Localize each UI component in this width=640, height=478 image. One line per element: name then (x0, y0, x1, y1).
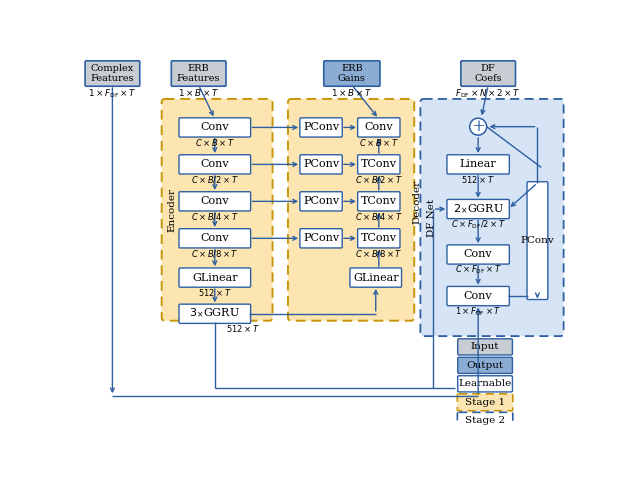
FancyBboxPatch shape (447, 286, 509, 306)
Text: TConv: TConv (361, 196, 397, 206)
Text: $1\times B\times T$: $1\times B\times T$ (178, 87, 219, 98)
Circle shape (470, 118, 486, 135)
Text: Linear: Linear (460, 159, 497, 169)
FancyBboxPatch shape (358, 155, 400, 174)
Text: Decoder: Decoder (413, 180, 422, 224)
Text: $C\times B/2\times T$: $C\times B/2\times T$ (191, 174, 239, 185)
Text: $F_{\rm DF}\times N\times 2\times T$: $F_{\rm DF}\times N\times 2\times T$ (455, 87, 521, 100)
Text: PConv: PConv (303, 196, 339, 206)
Text: PConv: PConv (303, 122, 339, 132)
Text: Stage 1: Stage 1 (465, 398, 505, 407)
FancyBboxPatch shape (179, 155, 251, 174)
Text: GLinear: GLinear (192, 272, 237, 282)
FancyBboxPatch shape (458, 394, 513, 411)
FancyBboxPatch shape (288, 99, 414, 321)
FancyBboxPatch shape (458, 357, 513, 373)
FancyBboxPatch shape (172, 61, 226, 86)
Text: $C\times B/4\times T$: $C\times B/4\times T$ (355, 211, 403, 222)
FancyBboxPatch shape (324, 61, 380, 86)
Text: ERB
Gains: ERB Gains (338, 64, 366, 83)
FancyBboxPatch shape (179, 228, 251, 248)
Text: $C\times B/8\times T$: $C\times B/8\times T$ (355, 248, 403, 259)
Text: $C\times B/8\times T$: $C\times B/8\times T$ (191, 248, 239, 259)
FancyBboxPatch shape (179, 268, 251, 287)
FancyBboxPatch shape (300, 118, 342, 137)
FancyBboxPatch shape (358, 192, 400, 211)
FancyBboxPatch shape (179, 304, 251, 324)
Text: DF
Coefs: DF Coefs (474, 64, 502, 83)
FancyBboxPatch shape (527, 182, 548, 300)
Text: Encoder: Encoder (168, 188, 177, 232)
Text: PConv: PConv (303, 159, 339, 169)
FancyBboxPatch shape (358, 228, 400, 248)
FancyBboxPatch shape (458, 413, 513, 429)
Text: $C\times B\times T$: $C\times B\times T$ (359, 137, 399, 148)
Text: $C\times F_{\rm DF}/2\times T$: $C\times F_{\rm DF}/2\times T$ (451, 218, 506, 231)
Text: $512\times T$: $512\times T$ (227, 323, 260, 334)
Text: GLinear: GLinear (353, 272, 399, 282)
Text: PConv: PConv (303, 233, 339, 243)
FancyBboxPatch shape (458, 376, 513, 392)
Text: $C\times B/4\times T$: $C\times B/4\times T$ (191, 211, 239, 222)
FancyBboxPatch shape (300, 192, 342, 211)
Text: $C\times B\times T$: $C\times B\times T$ (195, 137, 235, 148)
Text: $2_{\times}$GGRU: $2_{\times}$GGRU (452, 202, 504, 216)
Text: Stage 2: Stage 2 (465, 416, 505, 425)
Text: $C\times B/2\times T$: $C\times B/2\times T$ (355, 174, 403, 185)
FancyBboxPatch shape (350, 268, 401, 287)
FancyBboxPatch shape (300, 228, 342, 248)
FancyBboxPatch shape (461, 61, 515, 86)
Text: DF Net: DF Net (427, 198, 436, 237)
FancyBboxPatch shape (179, 192, 251, 211)
Text: $3_{\times}$GGRU: $3_{\times}$GGRU (189, 307, 240, 320)
FancyBboxPatch shape (162, 99, 273, 321)
Text: Learnable: Learnable (458, 380, 512, 388)
Text: +: + (471, 118, 485, 135)
Text: TConv: TConv (361, 233, 397, 243)
Text: PConv: PConv (520, 236, 554, 245)
FancyBboxPatch shape (447, 199, 509, 218)
FancyBboxPatch shape (300, 155, 342, 174)
Text: Output: Output (467, 361, 504, 370)
FancyBboxPatch shape (447, 155, 509, 174)
Text: Conv: Conv (464, 291, 492, 301)
Text: Conv: Conv (200, 122, 229, 132)
Text: Conv: Conv (200, 159, 229, 169)
Text: Conv: Conv (200, 196, 229, 206)
Text: $512\times T$: $512\times T$ (198, 287, 232, 298)
FancyBboxPatch shape (458, 339, 513, 355)
Text: $1\times B\times T$: $1\times B\times T$ (332, 87, 372, 98)
Text: ERB
Features: ERB Features (177, 64, 220, 83)
Text: $C\times F_{\rm DF}\times T$: $C\times F_{\rm DF}\times T$ (454, 264, 502, 276)
Text: Input: Input (471, 342, 499, 351)
Text: Complex
Features: Complex Features (91, 64, 134, 83)
Text: Conv: Conv (365, 122, 393, 132)
Text: $1\times F_{\rm DF}\times T$: $1\times F_{\rm DF}\times T$ (88, 87, 137, 100)
Text: $512\times T$: $512\times T$ (461, 174, 495, 185)
Text: Conv: Conv (464, 250, 492, 260)
FancyBboxPatch shape (179, 118, 251, 137)
Text: TConv: TConv (361, 159, 397, 169)
FancyBboxPatch shape (420, 99, 564, 336)
FancyBboxPatch shape (85, 61, 140, 86)
Text: Conv: Conv (200, 233, 229, 243)
FancyBboxPatch shape (358, 118, 400, 137)
Text: $1\times F_{\rm DF}\times T$: $1\times F_{\rm DF}\times T$ (455, 305, 501, 318)
FancyBboxPatch shape (447, 245, 509, 264)
